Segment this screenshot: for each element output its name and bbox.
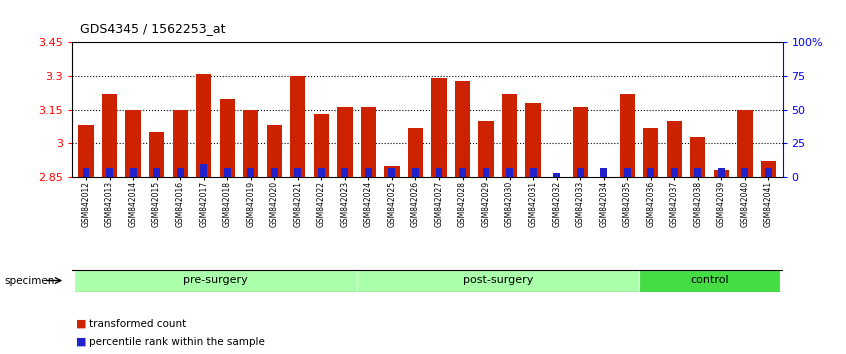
Bar: [314, 114, 329, 177]
Bar: [384, 166, 399, 177]
Bar: [671, 167, 678, 177]
Bar: [408, 128, 423, 177]
Bar: [318, 167, 325, 177]
Bar: [224, 167, 231, 177]
Bar: [388, 167, 395, 177]
Text: pre-surgery: pre-surgery: [183, 275, 248, 285]
Bar: [741, 167, 749, 177]
Text: control: control: [690, 275, 729, 285]
Bar: [220, 98, 235, 177]
Bar: [106, 167, 113, 177]
Bar: [266, 125, 282, 177]
Text: GDS4345 / 1562253_at: GDS4345 / 1562253_at: [80, 22, 226, 35]
Bar: [455, 81, 470, 177]
Bar: [718, 167, 725, 177]
Bar: [596, 177, 612, 182]
Bar: [506, 167, 513, 177]
Bar: [478, 121, 494, 177]
Bar: [436, 167, 442, 177]
Bar: [342, 167, 349, 177]
Bar: [412, 167, 419, 177]
Bar: [129, 167, 136, 177]
Bar: [577, 167, 584, 177]
Bar: [196, 74, 212, 177]
Bar: [761, 161, 776, 177]
Bar: [153, 167, 160, 177]
Bar: [624, 167, 630, 177]
Bar: [247, 167, 254, 177]
Bar: [737, 110, 753, 177]
Bar: [83, 167, 90, 177]
Bar: [294, 167, 301, 177]
Bar: [431, 78, 447, 177]
Bar: [79, 125, 94, 177]
Bar: [619, 94, 634, 177]
Bar: [502, 94, 517, 177]
Bar: [360, 108, 376, 177]
Bar: [667, 121, 682, 177]
Bar: [74, 269, 357, 292]
Bar: [714, 170, 729, 177]
Text: percentile rank within the sample: percentile rank within the sample: [89, 337, 265, 347]
Bar: [177, 167, 184, 177]
Text: ■: ■: [76, 337, 86, 347]
Bar: [601, 167, 607, 177]
Bar: [695, 167, 701, 177]
Bar: [125, 110, 140, 177]
Bar: [149, 132, 164, 177]
Bar: [639, 269, 780, 292]
Bar: [573, 108, 588, 177]
Bar: [201, 164, 207, 177]
Bar: [173, 110, 188, 177]
Bar: [643, 128, 658, 177]
Bar: [357, 269, 639, 292]
Bar: [459, 167, 466, 177]
Bar: [365, 167, 372, 177]
Bar: [647, 167, 654, 177]
Text: transformed count: transformed count: [89, 319, 186, 329]
Bar: [690, 137, 706, 177]
Bar: [553, 173, 560, 177]
Bar: [765, 167, 772, 177]
Text: post-surgery: post-surgery: [463, 275, 533, 285]
Bar: [338, 108, 353, 177]
Bar: [290, 76, 305, 177]
Bar: [525, 103, 541, 177]
Text: ■: ■: [76, 319, 86, 329]
Bar: [102, 94, 118, 177]
Bar: [243, 110, 258, 177]
Bar: [271, 167, 277, 177]
Text: specimen: specimen: [4, 275, 55, 286]
Bar: [530, 167, 536, 177]
Bar: [482, 167, 490, 177]
